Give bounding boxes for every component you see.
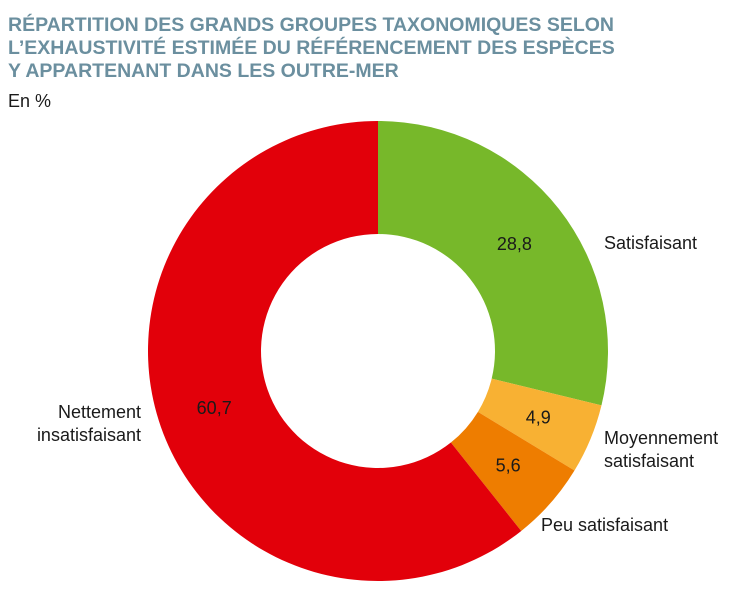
data-label: 4,9 — [526, 407, 551, 427]
donut-slice — [378, 121, 608, 406]
chart-title-line: Y APPARTENANT DANS LES OUTRE-MER — [8, 60, 399, 82]
donut-slice — [450, 411, 575, 531]
slice-label: Nettement insatisfaisant — [37, 402, 141, 445]
donut-slice — [477, 378, 602, 471]
chart-title-line: RÉPARTITION DES GRANDS GROUPES TAXONOMIQ… — [8, 14, 614, 36]
chart-title: RÉPARTITION DES GRANDS GROUPES TAXONOMIQ… — [8, 14, 743, 83]
unit-label: En % — [8, 91, 52, 111]
chart-title-line: L’EXHAUSTIVITÉ ESTIMÉE DU RÉFÉRENCEMENT … — [8, 37, 615, 59]
data-label: 28,8 — [497, 234, 532, 254]
slice-label: Moyennement satisfaisant — [604, 428, 718, 471]
slice-label: Satisfaisant — [604, 233, 697, 253]
slice-label: Peu satisfaisant — [541, 515, 668, 535]
data-label: 5,6 — [496, 456, 521, 476]
data-label: 60,7 — [197, 398, 232, 418]
donut-slice — [147, 121, 522, 581]
